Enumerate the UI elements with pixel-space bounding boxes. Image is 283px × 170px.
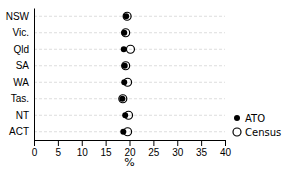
grid [34, 16, 225, 132]
x-axis-label: % [124, 156, 134, 169]
marks [119, 12, 135, 136]
y-tick: NSW [6, 11, 34, 22]
x-tick: 10 [77, 140, 89, 158]
x-tick-label: 25 [148, 147, 160, 158]
x-tick-label: 35 [196, 147, 208, 158]
x-tick-mark [82, 140, 83, 146]
y-tick: ACT [9, 126, 34, 137]
grid-line [34, 49, 225, 50]
y-tick-label: Vic. [13, 27, 30, 38]
y-axis-line [34, 9, 35, 141]
grid-line [34, 115, 225, 116]
x-tick-mark [177, 140, 178, 146]
grid-line [34, 98, 225, 99]
x-tick-mark [225, 140, 226, 146]
x-tick: 40 [220, 140, 232, 158]
y-tick: Tas. [11, 93, 34, 104]
y-tick: SA [16, 60, 34, 71]
open-dot [122, 29, 130, 37]
grid-line [34, 82, 225, 83]
y-tick-label: NSW [6, 11, 30, 22]
legend-marker [234, 115, 240, 121]
x-tick-label: 5 [56, 147, 62, 158]
open-dot [119, 95, 127, 103]
y-tick-label: Qld [13, 44, 29, 55]
y-tick: Qld [13, 44, 34, 55]
open-dot [123, 12, 131, 20]
x-tick: 15 [101, 140, 113, 158]
y-tick: WA [13, 77, 34, 88]
x-tick-label: 40 [220, 147, 232, 158]
x-tick: 35 [196, 140, 208, 158]
y-tick-label: Tas. [11, 93, 29, 104]
x-tick-mark [58, 140, 59, 146]
x-tick: 30 [172, 140, 184, 158]
x-tick-mark [34, 140, 35, 146]
dot [119, 96, 125, 102]
legend-label: Census [245, 127, 281, 138]
y-tick: Vic. [13, 27, 35, 38]
x-tick: 5 [56, 140, 62, 158]
grid-line [34, 16, 225, 17]
x-tick-mark [130, 140, 131, 146]
x-tick-label: 30 [172, 147, 184, 158]
y-axis: NSW Vic. Qld SA WA Tas. NT ACT [6, 9, 35, 141]
chart: 0510152025303540NSWVic.QldSAWATas.NTACT%… [0, 0, 283, 170]
grid-line [34, 131, 225, 132]
x-tick: 0 [32, 140, 38, 158]
x-tick-mark [201, 140, 202, 146]
x-tick-label: 0 [32, 147, 38, 158]
series [119, 12, 135, 136]
open-dot [124, 128, 132, 136]
x-tick: 25 [148, 140, 160, 158]
open-dot [124, 78, 132, 86]
open-dot [125, 111, 133, 119]
x-tick-label: 15 [101, 147, 113, 158]
x-tick-label: 10 [77, 147, 89, 158]
x-axis-line [35, 141, 226, 147]
legend: ATO Census [233, 113, 281, 138]
x-tick-mark [106, 140, 107, 146]
y-tick-label: ACT [9, 126, 29, 137]
y-tick-label: SA [16, 60, 30, 71]
open-dot [122, 62, 130, 70]
legend-marker [233, 128, 241, 136]
x-tick-mark [153, 140, 154, 146]
y-tick: NT [16, 110, 34, 121]
y-tick-label: WA [13, 77, 29, 88]
plot: 0510152025303540NSWVic.QldSAWATas.NTACT [6, 9, 232, 159]
y-tick-label: NT [16, 110, 29, 121]
legend-label: ATO [245, 113, 265, 124]
open-dot [126, 45, 134, 53]
